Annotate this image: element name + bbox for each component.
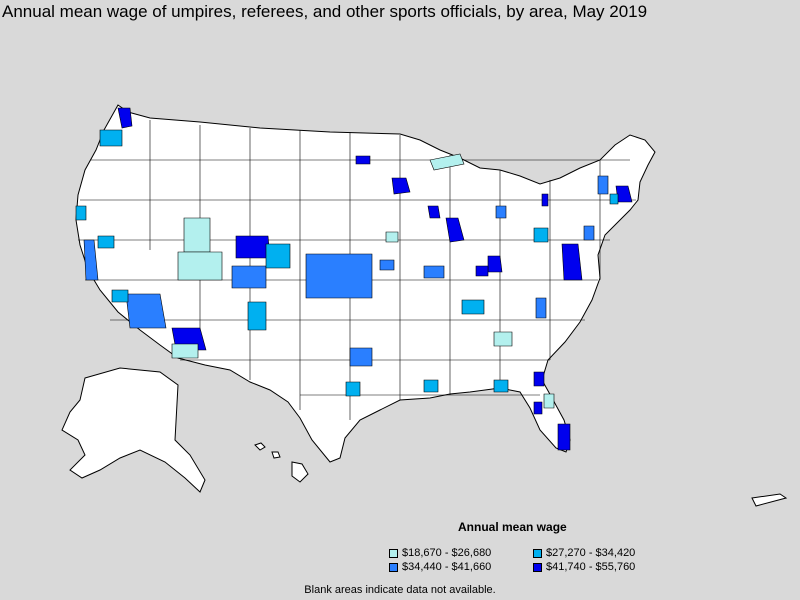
area-ut [183, 217, 211, 253]
area-sac [97, 235, 115, 249]
area-kansas [305, 253, 373, 299]
area-la2 [345, 381, 361, 397]
area-va [535, 297, 547, 319]
area-okc [349, 347, 373, 367]
area-tampa [533, 401, 543, 415]
area-nm [247, 301, 267, 331]
legend-label-3: $34,440 - $41,660 [402, 561, 492, 573]
map-title: Annual mean wage of umpires, referees, a… [2, 2, 648, 21]
area-ca-n [75, 205, 87, 221]
legend-label-4: $41,740 - $55,760 [546, 561, 636, 573]
area-fl [543, 393, 555, 409]
area-mi-up [429, 153, 465, 171]
area-or [99, 129, 123, 147]
area-vt [597, 175, 609, 195]
area-wyoming [235, 235, 271, 259]
legend-label-1: $18,670 - $26,680 [402, 547, 492, 559]
alaska-land [61, 367, 206, 493]
area-ia [379, 259, 395, 271]
area-ut2 [177, 251, 223, 281]
blank-areas-note: Blank areas indicate data not available. [304, 584, 496, 596]
area-az-s [171, 343, 199, 359]
area-wy2 [265, 243, 291, 269]
area-wv [533, 227, 549, 243]
area-sf [83, 239, 99, 281]
area-ga2 [493, 331, 513, 347]
legend-label-2: $27,270 - $34,420 [546, 547, 636, 559]
area-ny2 [609, 193, 619, 205]
legend-item-1: $18,670 - $26,680 [389, 547, 491, 559]
legend-item-2: $27,270 - $34,420 [533, 547, 635, 559]
area-al [423, 379, 439, 393]
area-ky [475, 265, 489, 277]
wage-areas [75, 107, 633, 451]
area-ak2 [111, 289, 129, 303]
legend-swatch-4 [533, 562, 542, 572]
area-co [231, 265, 267, 289]
legend-swatch-1 [389, 548, 398, 558]
area-detroit [495, 205, 507, 219]
legend-item-4: $41,740 - $55,760 [533, 561, 635, 573]
legend-swatch-2 [533, 548, 542, 558]
area-ga [493, 379, 509, 393]
hawaii-land [254, 442, 309, 483]
area-ny [541, 193, 549, 207]
area-dc [561, 243, 583, 281]
area-la [125, 293, 167, 329]
legend-swatch-3 [389, 562, 398, 572]
area-minneapolis [391, 177, 411, 195]
legend-item-3: $34,440 - $41,660 [389, 561, 491, 573]
puerto-rico-land [751, 493, 788, 507]
area-miami [557, 423, 571, 451]
area-wisc [427, 205, 441, 219]
area-ohio [487, 255, 503, 273]
area-ne [385, 231, 399, 243]
area-nj [583, 225, 595, 241]
area-jax [533, 371, 545, 387]
legend-title: Annual mean wage [458, 520, 567, 534]
area-chicago [445, 217, 465, 243]
area-seattle [117, 107, 133, 129]
area-mo [423, 265, 445, 279]
area-tn [461, 299, 485, 315]
area-nd [355, 155, 371, 165]
